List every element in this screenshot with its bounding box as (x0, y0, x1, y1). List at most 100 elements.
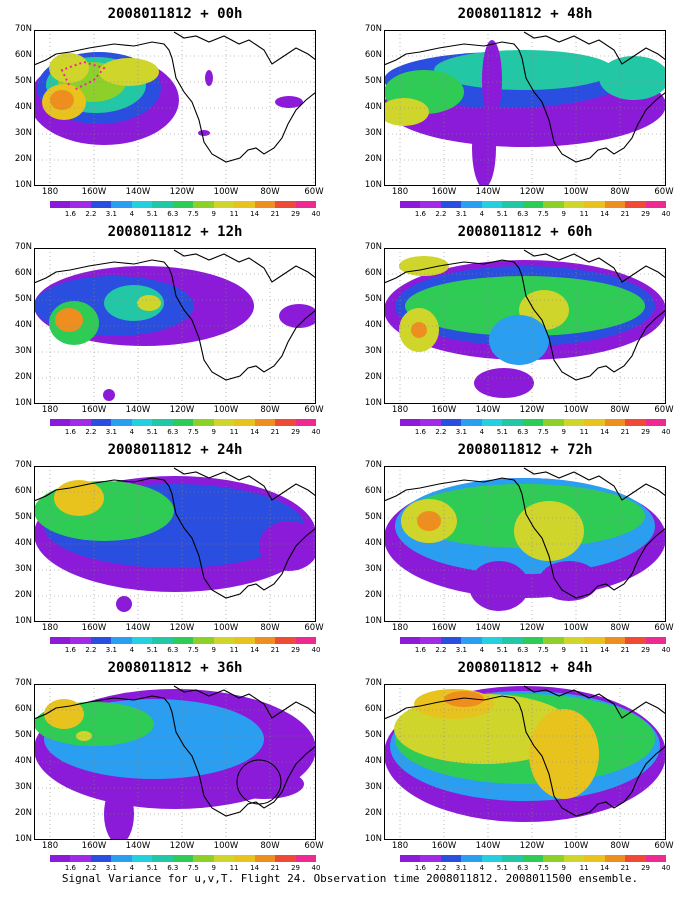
colorbar-swatch (645, 419, 667, 426)
colorbar-label: 5.1 (496, 210, 508, 218)
colorbar-swatch (481, 637, 503, 644)
colorbar-swatch (543, 419, 564, 426)
longitude-label: 80W (610, 187, 630, 197)
colorbar-swatch (420, 201, 441, 208)
variance-map (34, 684, 316, 840)
colorbar-label: 4 (129, 864, 135, 872)
longitude-label: 180 (41, 623, 59, 633)
colorbar-swatch (400, 637, 421, 644)
coastline (384, 695, 666, 817)
colorbar-label: 2.2 (85, 646, 97, 654)
coastline (523, 467, 666, 501)
colorbar-swatch (522, 855, 544, 862)
colorbar-swatch (563, 637, 585, 644)
panel-title: 2008011812 + 36h (107, 660, 243, 676)
colorbar-label: 5.1 (496, 428, 508, 436)
colorbar-swatch (193, 419, 214, 426)
colorbar-label: 7.5 (187, 428, 199, 436)
colorbar-swatch (111, 419, 132, 426)
colorbar-label: 4 (479, 646, 485, 654)
colorbar-swatch (440, 201, 462, 208)
longitude-label: 160W (81, 405, 107, 415)
variance-map (384, 248, 666, 404)
colorbar-swatch (254, 419, 276, 426)
colorbar-swatch (70, 855, 91, 862)
colorbar-swatch (275, 419, 296, 426)
coastline (523, 31, 666, 65)
colorbar-label: 29 (641, 864, 650, 872)
colorbar-swatch (254, 855, 276, 862)
latitude-label: 70N (364, 460, 382, 470)
colorbar-label: 14 (250, 428, 260, 436)
colorbar-label: 21 (620, 646, 630, 654)
colorbar (400, 201, 667, 208)
colorbar-swatch (213, 419, 235, 426)
colorbar-label: 3.1 (455, 864, 467, 872)
colorbar-swatch (50, 637, 71, 644)
colorbar-label: 14 (600, 864, 610, 872)
latitude-label: 70N (14, 460, 32, 470)
map-panel-p00: 2008011812 + 00h 70N 60N 50N 40N 30N 20N 10N 180… (0, 0, 350, 218)
colorbar-swatch (295, 637, 317, 644)
variance-contour (599, 56, 666, 100)
latitude-label: 40N (364, 320, 382, 330)
colorbar-swatch (563, 201, 585, 208)
latitude-label: 40N (364, 756, 382, 766)
colorbar-label: 5.1 (496, 646, 508, 654)
longitude-label: 120W (169, 187, 195, 197)
latitude-label: 50N (14, 294, 32, 304)
colorbar-label: 21 (270, 646, 280, 654)
variance-contour (482, 40, 502, 120)
latitude-label: 70N (14, 24, 32, 34)
colorbar-label: 6.3 (167, 646, 179, 654)
longitude-label: 180 (41, 405, 59, 415)
longitude-label: 180 (391, 841, 409, 851)
colorbar-swatch (502, 637, 523, 644)
colorbar-label: 40 (311, 864, 321, 872)
colorbar-label: 6.3 (167, 210, 179, 218)
panel-title: 2008011812 + 12h (107, 224, 243, 240)
latitude-label: 20N (364, 154, 382, 164)
colorbar-label: 4 (479, 210, 485, 218)
coastline (34, 477, 316, 599)
colorbar-swatch (111, 855, 132, 862)
latitude-label: 50N (14, 730, 32, 740)
longitude-label: 180 (391, 187, 409, 197)
latitude-label: 10N (364, 180, 382, 190)
colorbar-label: 21 (270, 864, 280, 872)
variance-contour (103, 389, 115, 401)
variance-contour (198, 130, 210, 136)
colorbar-swatch (481, 201, 503, 208)
latitude-label: 40N (14, 102, 32, 112)
colorbar-label: 21 (270, 210, 280, 218)
colorbar-swatch (625, 419, 646, 426)
latitude-label: 60N (14, 268, 32, 278)
colorbar-swatch (440, 637, 462, 644)
variance-contour (444, 691, 484, 707)
variance-contour (49, 53, 89, 83)
latitude-label: 50N (14, 512, 32, 522)
colorbar-label: 29 (641, 646, 650, 654)
longitude-label: 120W (169, 405, 195, 415)
latitude-label: 20N (364, 590, 382, 600)
variance-contour (50, 90, 74, 110)
latitude-label: 40N (14, 320, 32, 330)
latitude-label: 10N (364, 398, 382, 408)
coastline (384, 259, 666, 381)
colorbar-swatch (522, 637, 544, 644)
colorbar-swatch (604, 201, 626, 208)
colorbar-swatch (563, 855, 585, 862)
variance-contour (474, 368, 534, 398)
variance-contour (259, 521, 316, 571)
longitude-label: 80W (260, 187, 280, 197)
colorbar-swatch (90, 201, 112, 208)
colorbar-swatch (70, 419, 91, 426)
latitude-label: 30N (14, 346, 32, 356)
variance-map (34, 30, 316, 186)
variance-contour (417, 511, 441, 531)
colorbar-swatch (275, 855, 296, 862)
colorbar-swatch (400, 201, 421, 208)
latitude-label: 50N (364, 730, 382, 740)
colorbar-label: 29 (291, 210, 300, 218)
panel-title: 2008011812 + 72h (457, 442, 593, 458)
